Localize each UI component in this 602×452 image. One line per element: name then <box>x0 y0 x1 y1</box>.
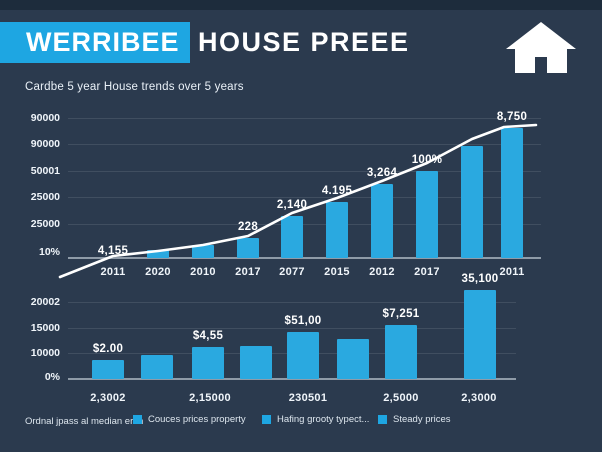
y-axis-label: 25000 <box>30 218 60 230</box>
bar <box>371 184 393 258</box>
bar <box>192 245 214 258</box>
legend-item-label: Couces prices property <box>148 414 246 425</box>
y-axis-label: 15000 <box>30 322 60 334</box>
legend-item-label: Steady prices <box>393 414 451 425</box>
bar <box>92 360 124 379</box>
x-axis-label: 2,3002 <box>90 392 126 404</box>
bar <box>337 339 369 379</box>
gridline <box>68 144 541 145</box>
chart-subtitle: Cardbe 5 year House trends over 5 years <box>25 81 244 93</box>
bar-value-label: 100% <box>411 154 443 166</box>
bar <box>237 238 259 258</box>
house-icon <box>506 22 576 73</box>
bar-value-label: 3,264 <box>366 167 398 179</box>
x-axis-label: 2,3000 <box>461 392 497 404</box>
bar-value-label: 8,750 <box>496 111 528 123</box>
bar-value-label: 4.195 <box>321 185 353 197</box>
bar-value-label: $7,251 <box>382 308 420 320</box>
legend-swatch-icon <box>262 415 271 424</box>
bar <box>501 128 523 258</box>
bar-value-label: 228 <box>237 221 259 233</box>
bar <box>416 171 438 258</box>
page-title: HOUSE PREEE <box>198 27 410 57</box>
bar-value-label: 4,155 <box>97 245 129 257</box>
bar <box>385 325 417 379</box>
bar <box>141 355 173 379</box>
y-axis-label: 10000 <box>30 347 60 359</box>
bar-value-label: 2,140 <box>276 199 308 211</box>
gridline <box>68 328 516 329</box>
legend: Ordnal jpass al median erith Couces pric… <box>0 413 602 435</box>
title-highlight-box: WERRIBEE <box>0 22 190 63</box>
bar <box>192 347 224 379</box>
legend-swatch-icon <box>133 415 142 424</box>
bar-value-label: $4,55 <box>192 330 224 342</box>
page-title-highlight: WERRIBEE <box>26 27 180 57</box>
bar <box>461 146 483 258</box>
bar <box>464 290 496 379</box>
bar-value-label: $51,00 <box>284 315 322 327</box>
bar-value-label: $2.00 <box>92 343 124 355</box>
y-axis-label: 20002 <box>30 296 60 308</box>
top-band <box>0 0 602 10</box>
axis-baseline <box>68 378 516 380</box>
legend-item-label: Hafing grooty typect... <box>277 414 370 425</box>
x-axis-label: 2,15000 <box>189 392 231 404</box>
bar <box>281 216 303 258</box>
bar <box>240 346 272 379</box>
gridline <box>68 118 541 119</box>
bar <box>326 202 348 258</box>
bar-value-label: 35,100 <box>461 273 499 285</box>
y-axis-label: 90000 <box>30 138 60 150</box>
legend-swatch-icon <box>378 415 387 424</box>
y-axis-label: 25000 <box>30 191 60 203</box>
legend-item: Hafing grooty typect... <box>262 414 369 425</box>
x-axis-label: 2,5000 <box>383 392 419 404</box>
y-axis-label: 50001 <box>30 165 60 177</box>
legend-item: Couces prices property <box>133 414 246 425</box>
legend-item: Steady prices <box>378 414 451 425</box>
gridline <box>68 302 516 303</box>
y-axis-label: 10% <box>38 246 60 258</box>
y-axis-label: 0% <box>44 371 60 383</box>
legend-note: Ordnal jpass al median erith <box>25 416 144 427</box>
bar <box>287 332 319 379</box>
y-axis-label: 90000 <box>30 112 60 124</box>
x-axis-label: 230501 <box>288 392 328 404</box>
bar <box>147 250 169 258</box>
